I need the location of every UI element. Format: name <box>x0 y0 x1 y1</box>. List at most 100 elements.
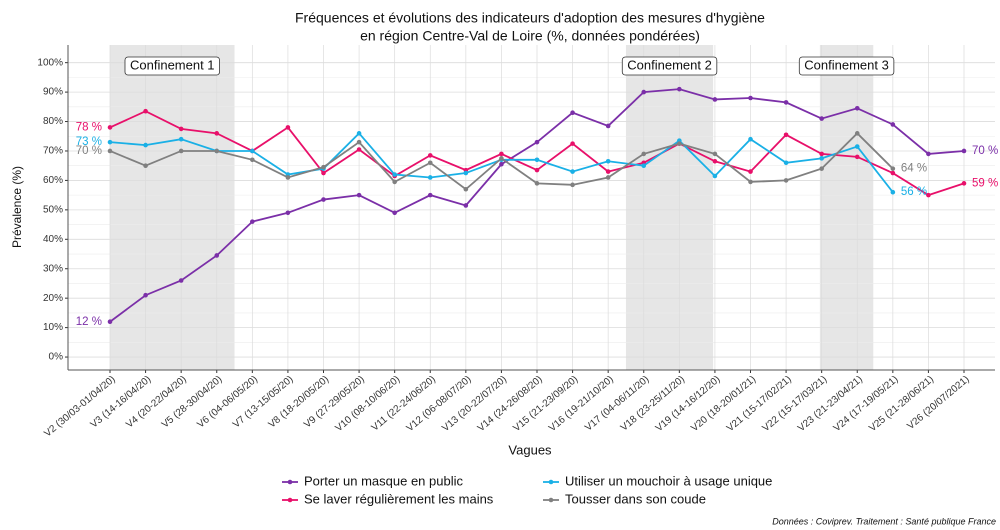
shaded-period <box>819 45 874 370</box>
y-tick-label: 60% <box>43 175 63 186</box>
chart-title: en région Centre-Val de Loire (%, donnée… <box>360 28 700 44</box>
point <box>250 157 255 163</box>
point <box>427 153 433 158</box>
point <box>321 164 326 170</box>
period-label-text: Confinement 2 <box>627 57 712 72</box>
point <box>285 175 291 180</box>
x-tick-label: V15 (21-23/09/20) <box>511 374 580 434</box>
value-label: 73 % <box>76 136 102 148</box>
legend-swatch-point <box>287 497 293 503</box>
point <box>534 157 540 163</box>
point <box>748 95 753 101</box>
point <box>178 148 184 154</box>
point <box>712 158 718 164</box>
point <box>214 131 220 136</box>
point <box>178 278 184 283</box>
y-tick-label: 10% <box>43 322 63 333</box>
point <box>819 116 824 121</box>
point <box>605 123 611 129</box>
x-tick-label: V18 (23-25/11/20) <box>619 374 687 434</box>
point <box>250 148 255 154</box>
point <box>926 151 931 157</box>
point <box>854 144 860 149</box>
x-tick-label: V16 (19-21/10/20) <box>547 374 616 434</box>
point <box>961 181 967 186</box>
point <box>499 151 504 157</box>
point <box>427 175 433 180</box>
x-tick-label: V14 (24-26/08/20) <box>476 374 545 434</box>
point <box>854 131 860 136</box>
point <box>819 151 824 157</box>
point <box>534 139 540 145</box>
y-tick-label: 100% <box>37 57 63 68</box>
x-tick-label: V11 (22-24/06/20) <box>370 374 438 434</box>
period-label-text: Confinement 1 <box>130 57 215 72</box>
value-label: 64 % <box>901 163 927 175</box>
point <box>250 219 255 224</box>
y-tick-label: 0% <box>49 352 64 363</box>
x-tick-label: V20 (18-20/01/21) <box>689 374 758 434</box>
x-tick-label: V22 (15-17/03/21) <box>760 374 829 434</box>
point <box>783 160 789 166</box>
value-label: 70 % <box>972 145 998 157</box>
x-tick-label: V19 (14-16/12/20) <box>654 374 723 434</box>
value-label: 56 % <box>901 186 927 198</box>
point <box>463 170 469 176</box>
y-tick-label: 30% <box>43 263 63 274</box>
point <box>890 189 896 195</box>
x-tick-label: V13 (20-22/07/20) <box>440 374 509 434</box>
point <box>499 156 504 161</box>
point <box>783 178 789 183</box>
shaded-period <box>625 45 714 370</box>
point <box>890 166 896 171</box>
period-label: Confinement 1 <box>124 56 220 76</box>
x-tick-label: V24 (17-19/05/21) <box>832 374 901 434</box>
y-axis-title: Prévalence (%) <box>10 166 24 248</box>
point <box>107 319 113 325</box>
point <box>890 122 896 127</box>
point <box>321 197 326 202</box>
x-tick-label: V9 (27-29/05/20) <box>302 374 367 431</box>
point <box>285 125 291 130</box>
period-label-box <box>124 56 220 76</box>
point <box>677 86 682 92</box>
point <box>712 97 718 102</box>
y-tick-label: 90% <box>43 87 63 98</box>
point <box>143 292 148 298</box>
point <box>463 203 469 208</box>
point <box>178 136 184 142</box>
point <box>605 169 611 174</box>
point <box>178 126 184 132</box>
x-tick-label: V7 (13-15/05/20) <box>231 374 296 431</box>
legend-swatch-point <box>287 479 293 485</box>
point <box>107 139 113 145</box>
y-tick-label: 20% <box>43 293 63 304</box>
point <box>534 181 540 186</box>
x-tick-label: V17 (04-06/11/20) <box>583 374 651 434</box>
point <box>712 173 718 179</box>
point <box>570 169 575 174</box>
point <box>356 139 362 145</box>
x-axis-title: Vagues <box>508 442 552 457</box>
point <box>356 192 362 198</box>
point <box>356 131 362 136</box>
point <box>605 158 611 164</box>
point <box>499 161 504 167</box>
point <box>748 169 753 174</box>
point <box>427 192 433 198</box>
point <box>926 192 931 198</box>
period-label-box <box>621 56 718 76</box>
value-label: 78 % <box>76 121 102 133</box>
x-tick-label: V26 (20/07/2021) <box>905 374 971 432</box>
point <box>783 100 789 105</box>
point <box>748 179 753 185</box>
shaded-period <box>110 45 235 370</box>
point <box>107 148 113 154</box>
point <box>854 154 860 160</box>
x-tick-label: V12 (06-08/07/20) <box>405 374 474 434</box>
point <box>641 89 647 95</box>
legend-label: Se laver régulièrement les mains <box>304 491 494 506</box>
point <box>570 182 575 188</box>
point <box>356 147 362 152</box>
